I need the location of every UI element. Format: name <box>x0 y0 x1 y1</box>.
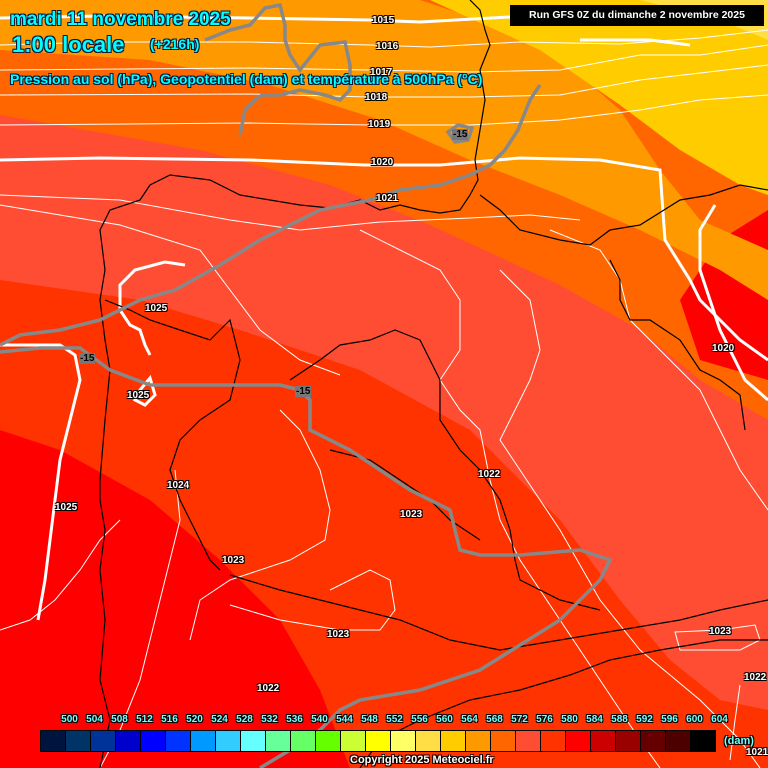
legend-tick-label: 532 <box>261 714 278 725</box>
legend-tick-label: 584 <box>586 714 603 725</box>
forecast-date: mardi 11 novembre 2025 <box>10 9 231 30</box>
legend-swatch <box>666 731 691 751</box>
legend-swatch <box>416 731 441 751</box>
legend-tick-label: 524 <box>211 714 228 725</box>
legend-swatch <box>691 731 715 751</box>
legend-tick-label: 544 <box>336 714 353 725</box>
legend-swatch <box>191 731 216 751</box>
legend-swatch <box>266 731 291 751</box>
legend-tick-label: 576 <box>536 714 553 725</box>
legend-swatch <box>316 731 341 751</box>
model-run-banner: Run GFS 0Z du dimanche 2 novembre 2025 <box>510 5 764 26</box>
legend-swatch <box>141 731 166 751</box>
isobar-label: 1022 <box>478 469 501 480</box>
legend-color-bar <box>40 730 716 752</box>
legend-swatch <box>491 731 516 751</box>
isobar-label: 1017 <box>370 67 393 78</box>
legend-swatch <box>91 731 116 751</box>
isotherm-label: -15 <box>79 353 96 364</box>
legend-tick-label: 516 <box>161 714 178 725</box>
forecast-time: 1:00 locale <box>12 32 125 57</box>
legend-swatch <box>341 731 366 751</box>
legend-tick-label: 580 <box>561 714 578 725</box>
legend-swatch <box>391 731 416 751</box>
legend-tick-label: 512 <box>136 714 153 725</box>
isobar-label: 1022 <box>257 683 280 694</box>
forecast-lead-time: (+216h) <box>150 36 200 52</box>
isobar-label: 1024 <box>167 480 190 491</box>
isobar-label: 1025 <box>127 390 150 401</box>
isobar-label: 1023 <box>222 555 245 566</box>
isobar-label: 1020 <box>371 157 394 168</box>
legend-swatch <box>116 731 141 751</box>
legend-swatch <box>641 731 666 751</box>
legend-swatch <box>591 731 616 751</box>
legend-ticks: 500 504 508 512 516 520 524 528 532 536 540 544 548 5… <box>40 714 730 728</box>
legend-swatch <box>66 731 91 751</box>
legend-tick-label: 588 <box>611 714 628 725</box>
legend-tick-label: 520 <box>186 714 203 725</box>
legend-tick-label: 568 <box>486 714 503 725</box>
isobar-label: 1025 <box>145 303 168 314</box>
isobar-label: 1023 <box>327 629 350 640</box>
legend-tick-label: 560 <box>436 714 453 725</box>
legend-tick-label: 536 <box>286 714 303 725</box>
legend-swatch <box>216 731 241 751</box>
legend-tick-label: 564 <box>461 714 478 725</box>
legend-swatch <box>466 731 491 751</box>
legend-tick-label: 552 <box>386 714 403 725</box>
legend-swatch <box>291 731 316 751</box>
legend-swatch <box>616 731 641 751</box>
legend-swatch <box>166 731 191 751</box>
legend-tick-label: 600 <box>686 714 703 725</box>
legend-unit: (dam) <box>724 735 754 747</box>
legend-tick-label: 592 <box>636 714 653 725</box>
legend-tick-label: 508 <box>111 714 128 725</box>
legend-tick-label: 572 <box>511 714 528 725</box>
legend-tick-label: 604 <box>711 714 728 725</box>
legend-tick-label: 548 <box>361 714 378 725</box>
legend-tick-label: 596 <box>661 714 678 725</box>
isobar-label: 1016 <box>376 41 399 52</box>
isobar-label: 1022 <box>744 672 767 683</box>
legend-tick-label: 556 <box>411 714 428 725</box>
isobar-label: 1023 <box>400 509 423 520</box>
legend-tick-label: 540 <box>311 714 328 725</box>
legend-swatch <box>541 731 566 751</box>
legend-tick-label: 504 <box>86 714 103 725</box>
isobar-label: 1023 <box>709 626 732 637</box>
isobar-label: 1018 <box>365 92 388 103</box>
legend-swatch <box>566 731 591 751</box>
legend-swatch <box>441 731 466 751</box>
isotherm-label: -15 <box>452 129 469 140</box>
isobar-label: 1019 <box>368 119 391 130</box>
isotherm-label: -15 <box>295 386 312 397</box>
isobar-label: 1021 <box>746 747 768 758</box>
legend-tick-label: 528 <box>236 714 253 725</box>
isobar-label: 1021 <box>376 193 399 204</box>
isobar-label: 1020 <box>712 343 735 354</box>
parameter-description: Pression au sol (hPa), Geopotentiel (dam… <box>10 71 483 87</box>
copyright: Copyright 2025 Meteociel.fr <box>350 754 494 766</box>
legend-swatch <box>516 731 541 751</box>
legend-swatch <box>366 731 391 751</box>
legend-swatch <box>241 731 266 751</box>
legend-tick-label: 500 <box>61 714 78 725</box>
isobar-label: 1025 <box>55 502 78 513</box>
isobar-label: 1015 <box>372 15 395 26</box>
color-legend: 500 504 508 512 516 520 524 528 532 536 540 544 548 5… <box>40 714 760 768</box>
legend-swatch <box>41 731 66 751</box>
